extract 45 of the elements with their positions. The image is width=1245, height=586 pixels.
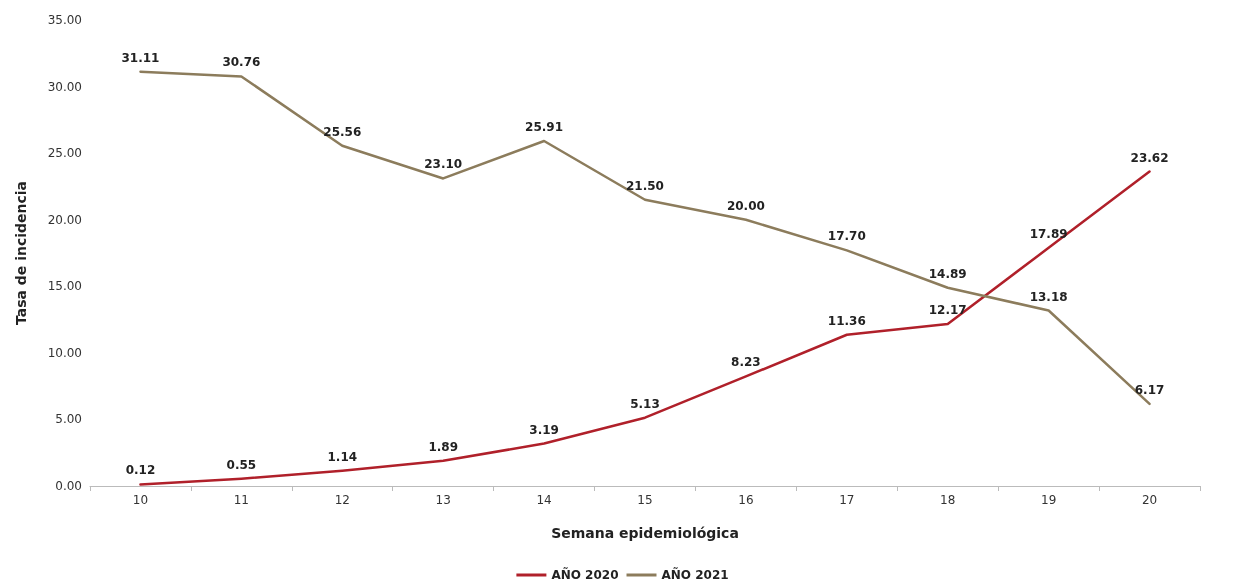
legend-label: AÑO 2020 xyxy=(551,567,619,582)
x-tick-label: 17 xyxy=(839,493,855,507)
x-tick-label: 11 xyxy=(233,493,249,507)
data-label: 23.10 xyxy=(424,157,463,172)
x-tick-label: 16 xyxy=(738,493,754,507)
x-axis-title: Semana epidemiológica xyxy=(551,525,739,541)
y-tick-label: 5.00 xyxy=(55,412,82,427)
legend-label: AÑO 2021 xyxy=(661,567,729,582)
data-label: 23.62 xyxy=(1130,150,1169,165)
data-label: 17.89 xyxy=(1029,226,1068,241)
data-label: 0.12 xyxy=(125,463,156,478)
y-tick-label: 10.00 xyxy=(47,345,82,360)
data-label: 31.11 xyxy=(121,50,160,65)
data-label: 14.89 xyxy=(928,266,967,281)
data-label: 3.19 xyxy=(529,422,559,437)
data-label: 11.36 xyxy=(827,313,866,328)
y-tick-label: 15.00 xyxy=(47,279,82,294)
data-label: 17.70 xyxy=(827,229,866,244)
data-label: 6.17 xyxy=(1134,382,1165,397)
y-tick-label: 0.00 xyxy=(55,479,82,493)
y-axis-title: Tasa de incidencia xyxy=(13,180,29,326)
data-label: 20.00 xyxy=(726,198,765,213)
data-label: 13.18 xyxy=(1029,289,1068,304)
data-label: 30.76 xyxy=(222,55,261,70)
x-tick-label: 12 xyxy=(334,493,350,507)
x-tick-label: 19 xyxy=(1041,493,1057,507)
data-label: 0.55 xyxy=(226,457,257,472)
data-label: 25.91 xyxy=(525,120,564,135)
data-label: 1.14 xyxy=(327,449,358,464)
x-tick-label: 20 xyxy=(1141,493,1158,507)
x-tick-label: 14 xyxy=(536,493,552,507)
y-tick-label: 20.00 xyxy=(47,212,82,227)
data-label: 8.23 xyxy=(731,355,761,370)
y-tick-label: 30.00 xyxy=(47,79,82,94)
x-tick-label: 15 xyxy=(637,493,653,507)
data-label: 12.17 xyxy=(928,302,967,317)
x-tick-label: 13 xyxy=(435,493,451,507)
x-tick-label: 18 xyxy=(940,493,956,507)
data-label: 5.13 xyxy=(630,396,660,411)
y-tick-label: 25.00 xyxy=(47,146,82,161)
data-label: 21.50 xyxy=(626,178,664,193)
y-tick-label: 35.00 xyxy=(47,13,82,27)
x-tick-label: 10 xyxy=(132,493,149,507)
data-label: 1.89 xyxy=(428,439,458,454)
data-label: 25.56 xyxy=(323,124,362,139)
